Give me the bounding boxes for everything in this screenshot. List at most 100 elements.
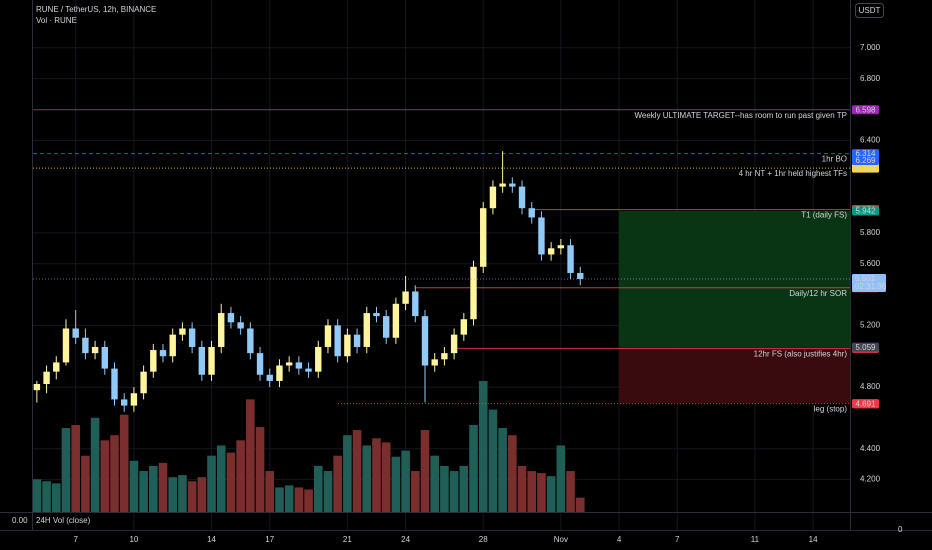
candle-body [557, 245, 565, 249]
volume-bar [178, 475, 187, 512]
volume-bar [129, 460, 139, 512]
x-tick-label: 28 [479, 535, 488, 544]
candle-body [353, 334, 361, 347]
x-tick-label: Nov [554, 535, 568, 544]
candle-body [62, 328, 70, 363]
candle-body [489, 186, 497, 209]
lower-pane-right-tick: 0 [898, 525, 903, 534]
candle-body [470, 266, 477, 320]
volume-bar [71, 424, 80, 512]
candle-body [33, 384, 41, 391]
candle-body [373, 313, 380, 317]
volume-bar [566, 471, 575, 512]
price-tag-label: 6.220 [855, 164, 876, 173]
volume-bar [226, 452, 236, 512]
candle-body [188, 328, 196, 347]
candle-body [43, 371, 50, 384]
volume-bar [478, 380, 488, 512]
x-tick-label: 17 [265, 535, 274, 544]
candle-body [179, 328, 186, 335]
volume-bar [449, 471, 459, 512]
candle-body [577, 272, 584, 279]
volume-bar [352, 430, 362, 512]
level-annotation: T1 (daily FS) [801, 211, 847, 220]
candle-body [237, 322, 244, 329]
volume-legend: Vol · RUNE [36, 16, 77, 25]
candle-body [101, 346, 108, 369]
y-tick-label: 7.000 [860, 43, 881, 52]
candle-body [266, 374, 273, 381]
y-tick-label: 4.200 [860, 475, 881, 484]
volume-bar [323, 471, 333, 512]
volume-bar [216, 445, 226, 512]
price-tag-label: 5.059 [855, 343, 876, 352]
volume-bar [440, 465, 449, 512]
last-price-tag [852, 273, 886, 292]
candle-body [130, 393, 138, 406]
volume-bar [32, 479, 42, 512]
volume-bar [498, 428, 507, 512]
candle-body [412, 291, 419, 317]
level-annotation: 4 hr NT + 1hr held highest TFs [739, 169, 847, 178]
loss-zone [619, 347, 850, 404]
volume-bar [508, 435, 517, 512]
candle-body [392, 303, 400, 338]
y-tick-label: 5.800 [860, 228, 881, 237]
y-tick-label: 5.200 [860, 321, 881, 330]
candle-body [111, 368, 118, 400]
price-tag [852, 149, 879, 159]
candle-body [528, 208, 535, 218]
price-tag [852, 105, 879, 115]
candle-body [121, 399, 128, 406]
volume-bar [110, 435, 119, 512]
candle-body [208, 346, 215, 375]
candle-body [334, 325, 341, 357]
candle-body [305, 368, 312, 372]
volume-bar [51, 483, 61, 512]
volume-bar [90, 417, 100, 512]
volume-bar [304, 489, 313, 512]
candle-body [218, 313, 225, 347]
x-tick-label: 4 [617, 535, 622, 544]
plot-area: Weekly ULTIMATE TARGET--has room to run … [32, 0, 850, 530]
volume-bar [372, 438, 381, 512]
x-tick-label: 24 [401, 535, 410, 544]
currency-label: USDT [859, 6, 881, 15]
y-tick-label: 6.800 [860, 74, 881, 83]
candle-body [538, 217, 545, 255]
price-tag [852, 163, 879, 173]
volume-bar [255, 427, 265, 512]
volume-bar [381, 442, 391, 512]
volume-bar [81, 455, 90, 512]
x-tick-label: 7 [675, 535, 680, 544]
volume-bar [100, 440, 110, 512]
price-tag [852, 156, 879, 166]
price-tag-label: 5.942 [855, 207, 876, 216]
candle-body [324, 325, 332, 347]
volume-bar [469, 424, 478, 512]
candle-body [460, 319, 468, 335]
volume-bar [343, 435, 352, 512]
price-tag [852, 342, 879, 352]
level-annotation: Weekly ULTIMATE TARGET--has room to run … [634, 111, 847, 120]
candle-body [382, 316, 390, 338]
volume-bar [537, 473, 546, 512]
x-tick-label: 14 [207, 535, 216, 544]
volume-bar [42, 481, 51, 512]
candle-body [72, 328, 79, 338]
candle-body [53, 362, 60, 372]
currency-button[interactable] [855, 3, 884, 18]
price-tag [852, 399, 879, 409]
profit-zone [619, 210, 850, 348]
level-annotation: 12hr FS (also justifies 4hr) [754, 349, 848, 358]
x-tick-label: 10 [129, 535, 138, 544]
y-tick-label: 5.600 [860, 259, 881, 268]
level-annotation: leg (stop) [814, 405, 848, 414]
volume-bar [139, 471, 148, 512]
price-tag-label: 6.314 [855, 149, 876, 158]
volume-bar [246, 399, 255, 512]
volume-bar [275, 487, 284, 512]
level-annotation: 1hr BO [822, 155, 847, 164]
